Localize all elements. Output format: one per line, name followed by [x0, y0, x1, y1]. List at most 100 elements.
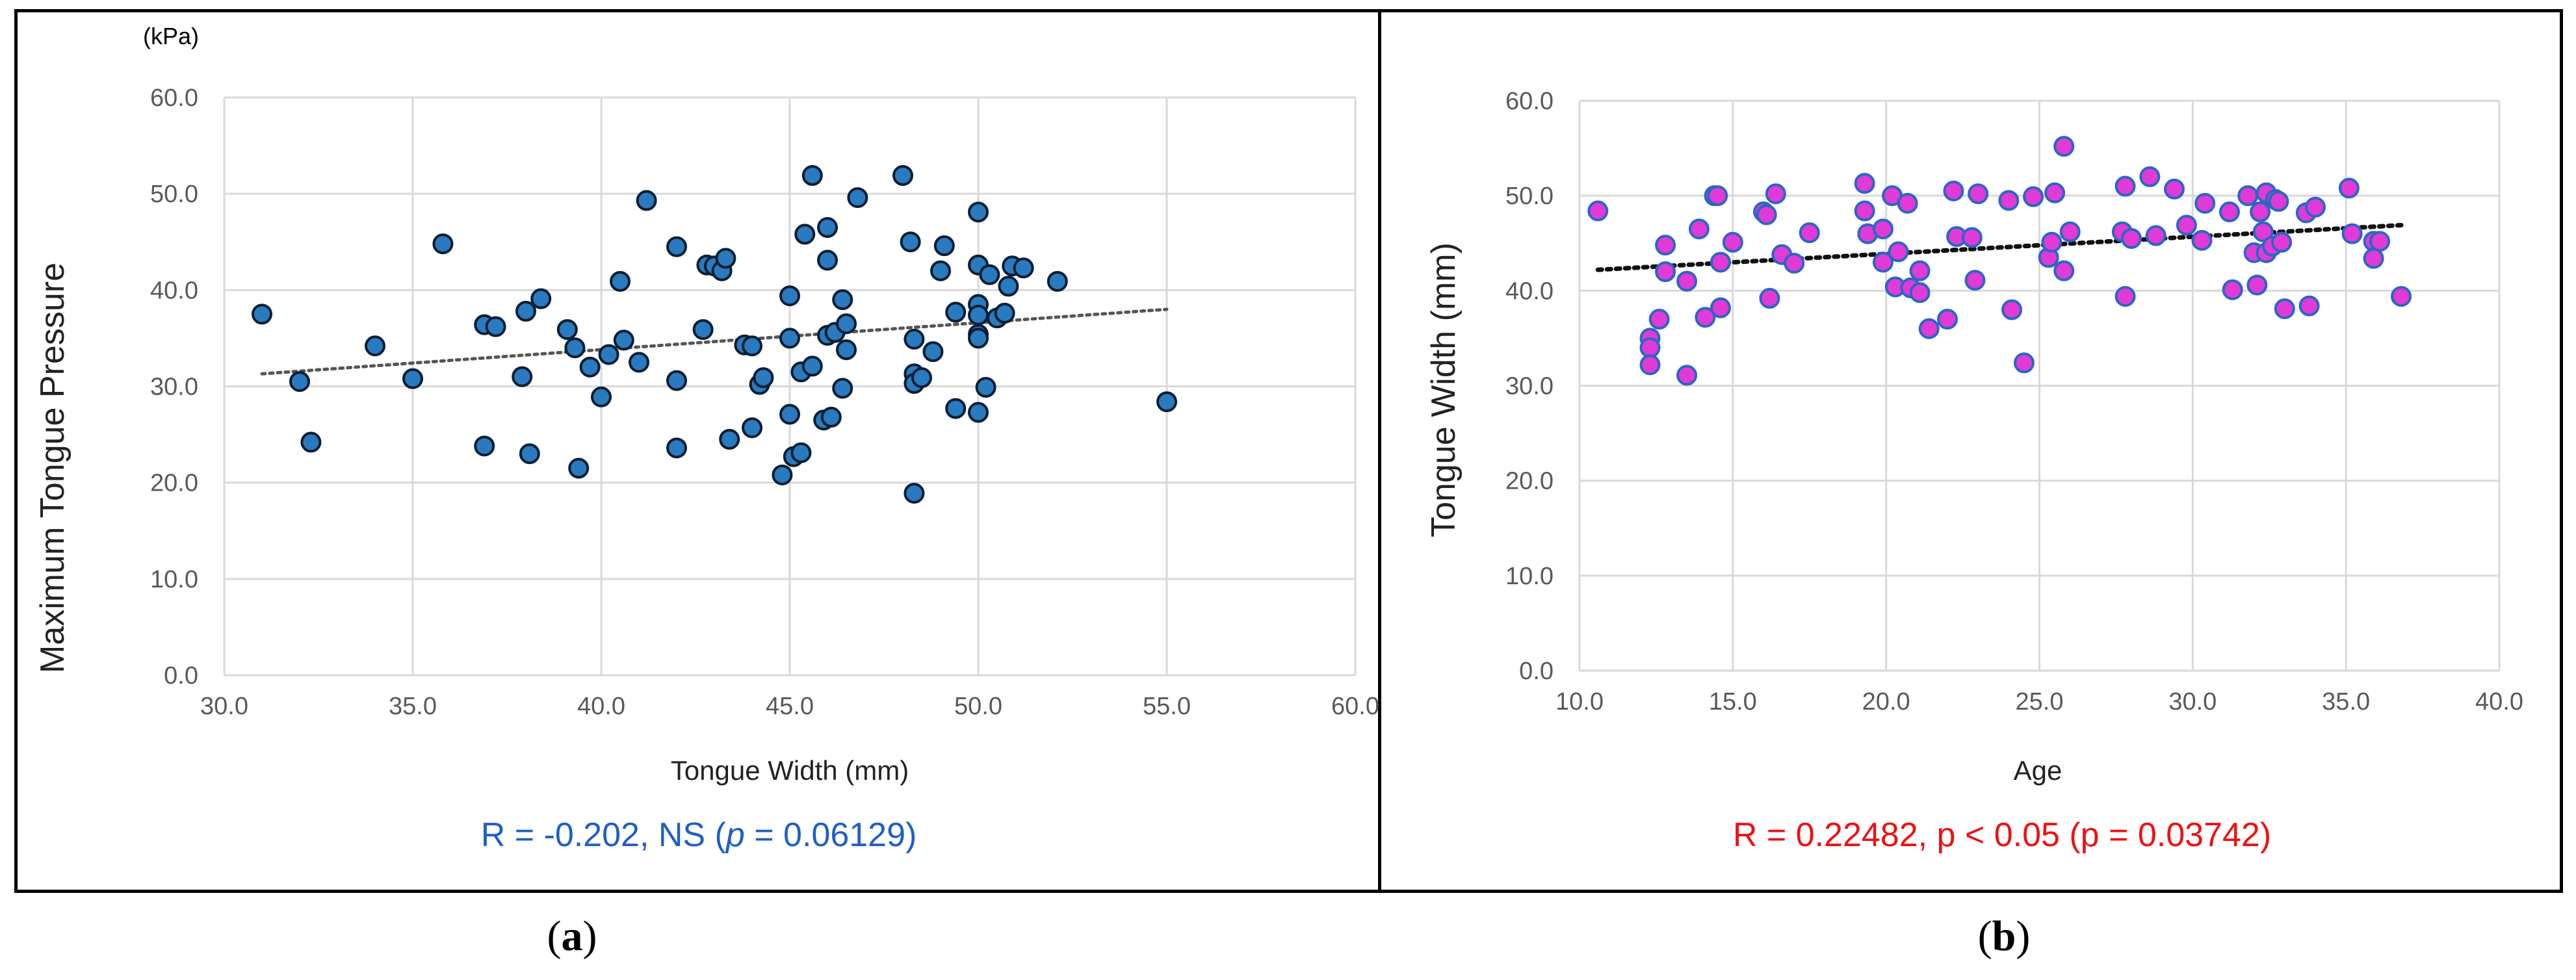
a-data-point — [836, 313, 857, 335]
a-x-tick-label: 35.0 — [389, 693, 437, 720]
b-data-point — [2001, 299, 2023, 320]
b-data-point — [1897, 192, 1918, 214]
a-annotation-pre: R = -0.202, NS ( — [481, 816, 727, 854]
a-x-tick-label: 50.0 — [954, 693, 1002, 720]
b-x-tick-label: 30.0 — [2168, 688, 2217, 716]
b-data-point — [1676, 365, 1698, 386]
a-data-point — [968, 402, 989, 423]
a-data-point — [779, 404, 800, 425]
a-data-point — [579, 356, 601, 378]
b-data-point — [2059, 221, 2081, 242]
b-data-point — [1943, 180, 1964, 201]
a-data-point — [568, 458, 590, 479]
b-data-point — [1639, 354, 1661, 376]
b-data-point — [2271, 231, 2293, 253]
b-data-point — [2121, 227, 2142, 249]
a-y-tick-label: 10.0 — [150, 566, 198, 593]
a-data-point — [742, 417, 762, 439]
b-data-point — [1968, 183, 1989, 205]
a-x-tick-label: 45.0 — [766, 693, 814, 720]
a-y-tick-label: 30.0 — [150, 374, 198, 401]
b-data-point — [1710, 297, 1731, 318]
b-plot-area: 10.0 15.0 20.0 25.0 30.0 35.0 40.00.010.020.03… — [1505, 88, 2523, 716]
b-data-point — [1688, 218, 1710, 240]
b-data-point — [1695, 307, 1716, 328]
a-data-point — [613, 329, 634, 351]
a-data-point — [945, 398, 967, 419]
a-data-point — [998, 276, 1019, 297]
b-data-point — [2041, 231, 2062, 253]
b-panel-letter: b — [1992, 912, 2016, 960]
a-data-point — [530, 288, 552, 309]
a-data-point — [692, 319, 714, 341]
b-correlation-annotation: R = 0.22482, p < 0.05 (p = 0.03742) — [1733, 816, 2271, 854]
b-data-point — [1759, 288, 1780, 309]
b-data-point — [2044, 182, 2066, 203]
b-data-point — [1756, 204, 1777, 226]
b-data-point — [2341, 223, 2363, 244]
b-x-tick-label: 10.0 — [1555, 688, 1604, 716]
a-annotation-italic: p — [725, 816, 745, 854]
a-data-point — [564, 337, 586, 359]
b-data-point — [2145, 225, 2166, 246]
a-data-point — [817, 250, 838, 271]
a-data-point — [512, 366, 533, 387]
a-data-point — [801, 355, 823, 377]
a-y-tick-label: 40.0 — [150, 277, 198, 304]
a-data-point — [817, 217, 838, 239]
a-data-point — [485, 316, 506, 337]
b-data-point — [1918, 318, 1940, 339]
b-data-point — [2338, 177, 2360, 199]
b-data-point — [2305, 196, 2326, 218]
b-data-point — [1655, 235, 1676, 256]
b-data-point — [2222, 279, 2243, 300]
b-data-point — [1639, 337, 1661, 359]
a-data-point — [790, 442, 812, 463]
a-data-point — [591, 386, 612, 407]
a-data-point — [968, 328, 989, 349]
a-data-point — [474, 435, 495, 457]
b-y-tick-label: 10.0 — [1505, 563, 1554, 590]
b-data-point — [2363, 248, 2384, 269]
b-data-point — [1872, 218, 1893, 240]
b-data-point — [2237, 185, 2259, 207]
b-data-point — [1648, 309, 1670, 330]
a-data-point — [1156, 391, 1177, 413]
a-data-point — [772, 464, 793, 485]
b-data-point — [2194, 192, 2216, 214]
b-data-point — [1888, 241, 1909, 263]
a-data-point — [892, 165, 913, 187]
b-data-point — [1998, 190, 2020, 211]
b-x-tick-label: 25.0 — [2016, 688, 2064, 716]
a-data-point — [847, 187, 868, 209]
b-data-point — [2218, 201, 2240, 223]
b-data-point — [1707, 185, 1728, 207]
b-data-point — [1655, 261, 1676, 283]
a-data-point — [994, 302, 1015, 324]
a-data-point — [289, 371, 310, 393]
a-unit-label: (kPa) — [143, 23, 199, 49]
a-data-point — [904, 328, 925, 350]
b-y-tick-label: 60.0 — [1505, 88, 1554, 115]
a-data-point — [979, 264, 1000, 285]
b-y-tick-label: 50.0 — [1505, 183, 1554, 210]
b-data-point — [2023, 186, 2044, 207]
b-data-point — [2252, 221, 2274, 242]
a-panel-caption: (a) — [547, 912, 597, 960]
b-data-point — [1722, 231, 1743, 253]
b-panel-caption: (b) — [1978, 912, 2031, 960]
b-y-tick-label: 0.0 — [1519, 658, 1554, 685]
b-data-point — [1964, 270, 1986, 291]
a-data-point — [779, 285, 800, 307]
b-annotation-pre: R = 0.22482, p < 0.05 (p = 0.03742) — [1733, 816, 2271, 854]
a-data-point — [666, 370, 687, 391]
a-data-point — [432, 233, 454, 255]
a-x-tick-label: 30.0 — [200, 693, 248, 720]
a-data-point — [636, 190, 657, 211]
figure-frame — [14, 9, 2563, 893]
panel-divider — [1378, 9, 1381, 893]
b-data-point — [1765, 183, 1786, 205]
b-data-point — [1784, 252, 1805, 274]
a-data-point — [666, 437, 687, 459]
